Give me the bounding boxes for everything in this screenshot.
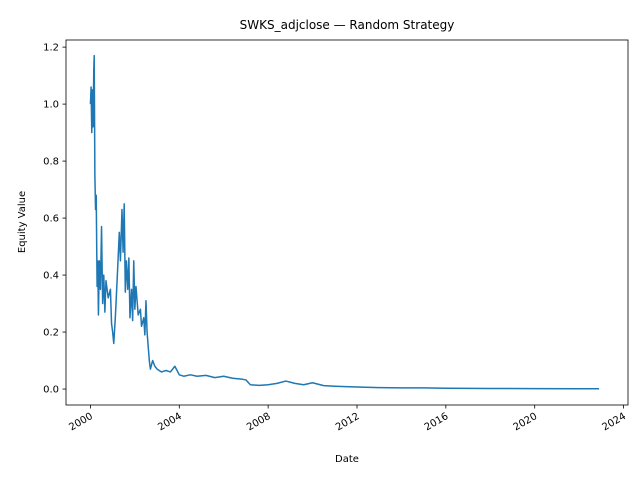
y-tick-label: 1.2 bbox=[43, 43, 59, 54]
x-tick-label: 2012 bbox=[334, 411, 362, 433]
y-tick-label: 0.6 bbox=[43, 214, 59, 225]
line bbox=[89, 54, 600, 390]
x-tick-label: 2020 bbox=[512, 411, 540, 433]
y-tick-label: 0.0 bbox=[43, 385, 59, 396]
y-axis-label: Equity Value bbox=[17, 191, 28, 253]
chart-title: SWKS_adjclose — Random Strategy bbox=[240, 18, 455, 32]
x-tick-label: 2008 bbox=[245, 411, 273, 433]
y-tick-label: 0.2 bbox=[43, 328, 59, 339]
y-tick-label: 0.8 bbox=[43, 157, 59, 168]
y-tick-label: 0.4 bbox=[43, 271, 59, 282]
x-axis-label: Date bbox=[335, 454, 359, 465]
y-tick-label: 1.0 bbox=[43, 100, 59, 111]
axes-frame bbox=[65, 39, 629, 406]
x-tick-label: 2000 bbox=[67, 411, 95, 433]
x-tick-label: 2024 bbox=[601, 411, 629, 433]
x-tick-label: 2016 bbox=[423, 411, 451, 433]
x-tick-label: 2004 bbox=[156, 411, 184, 433]
